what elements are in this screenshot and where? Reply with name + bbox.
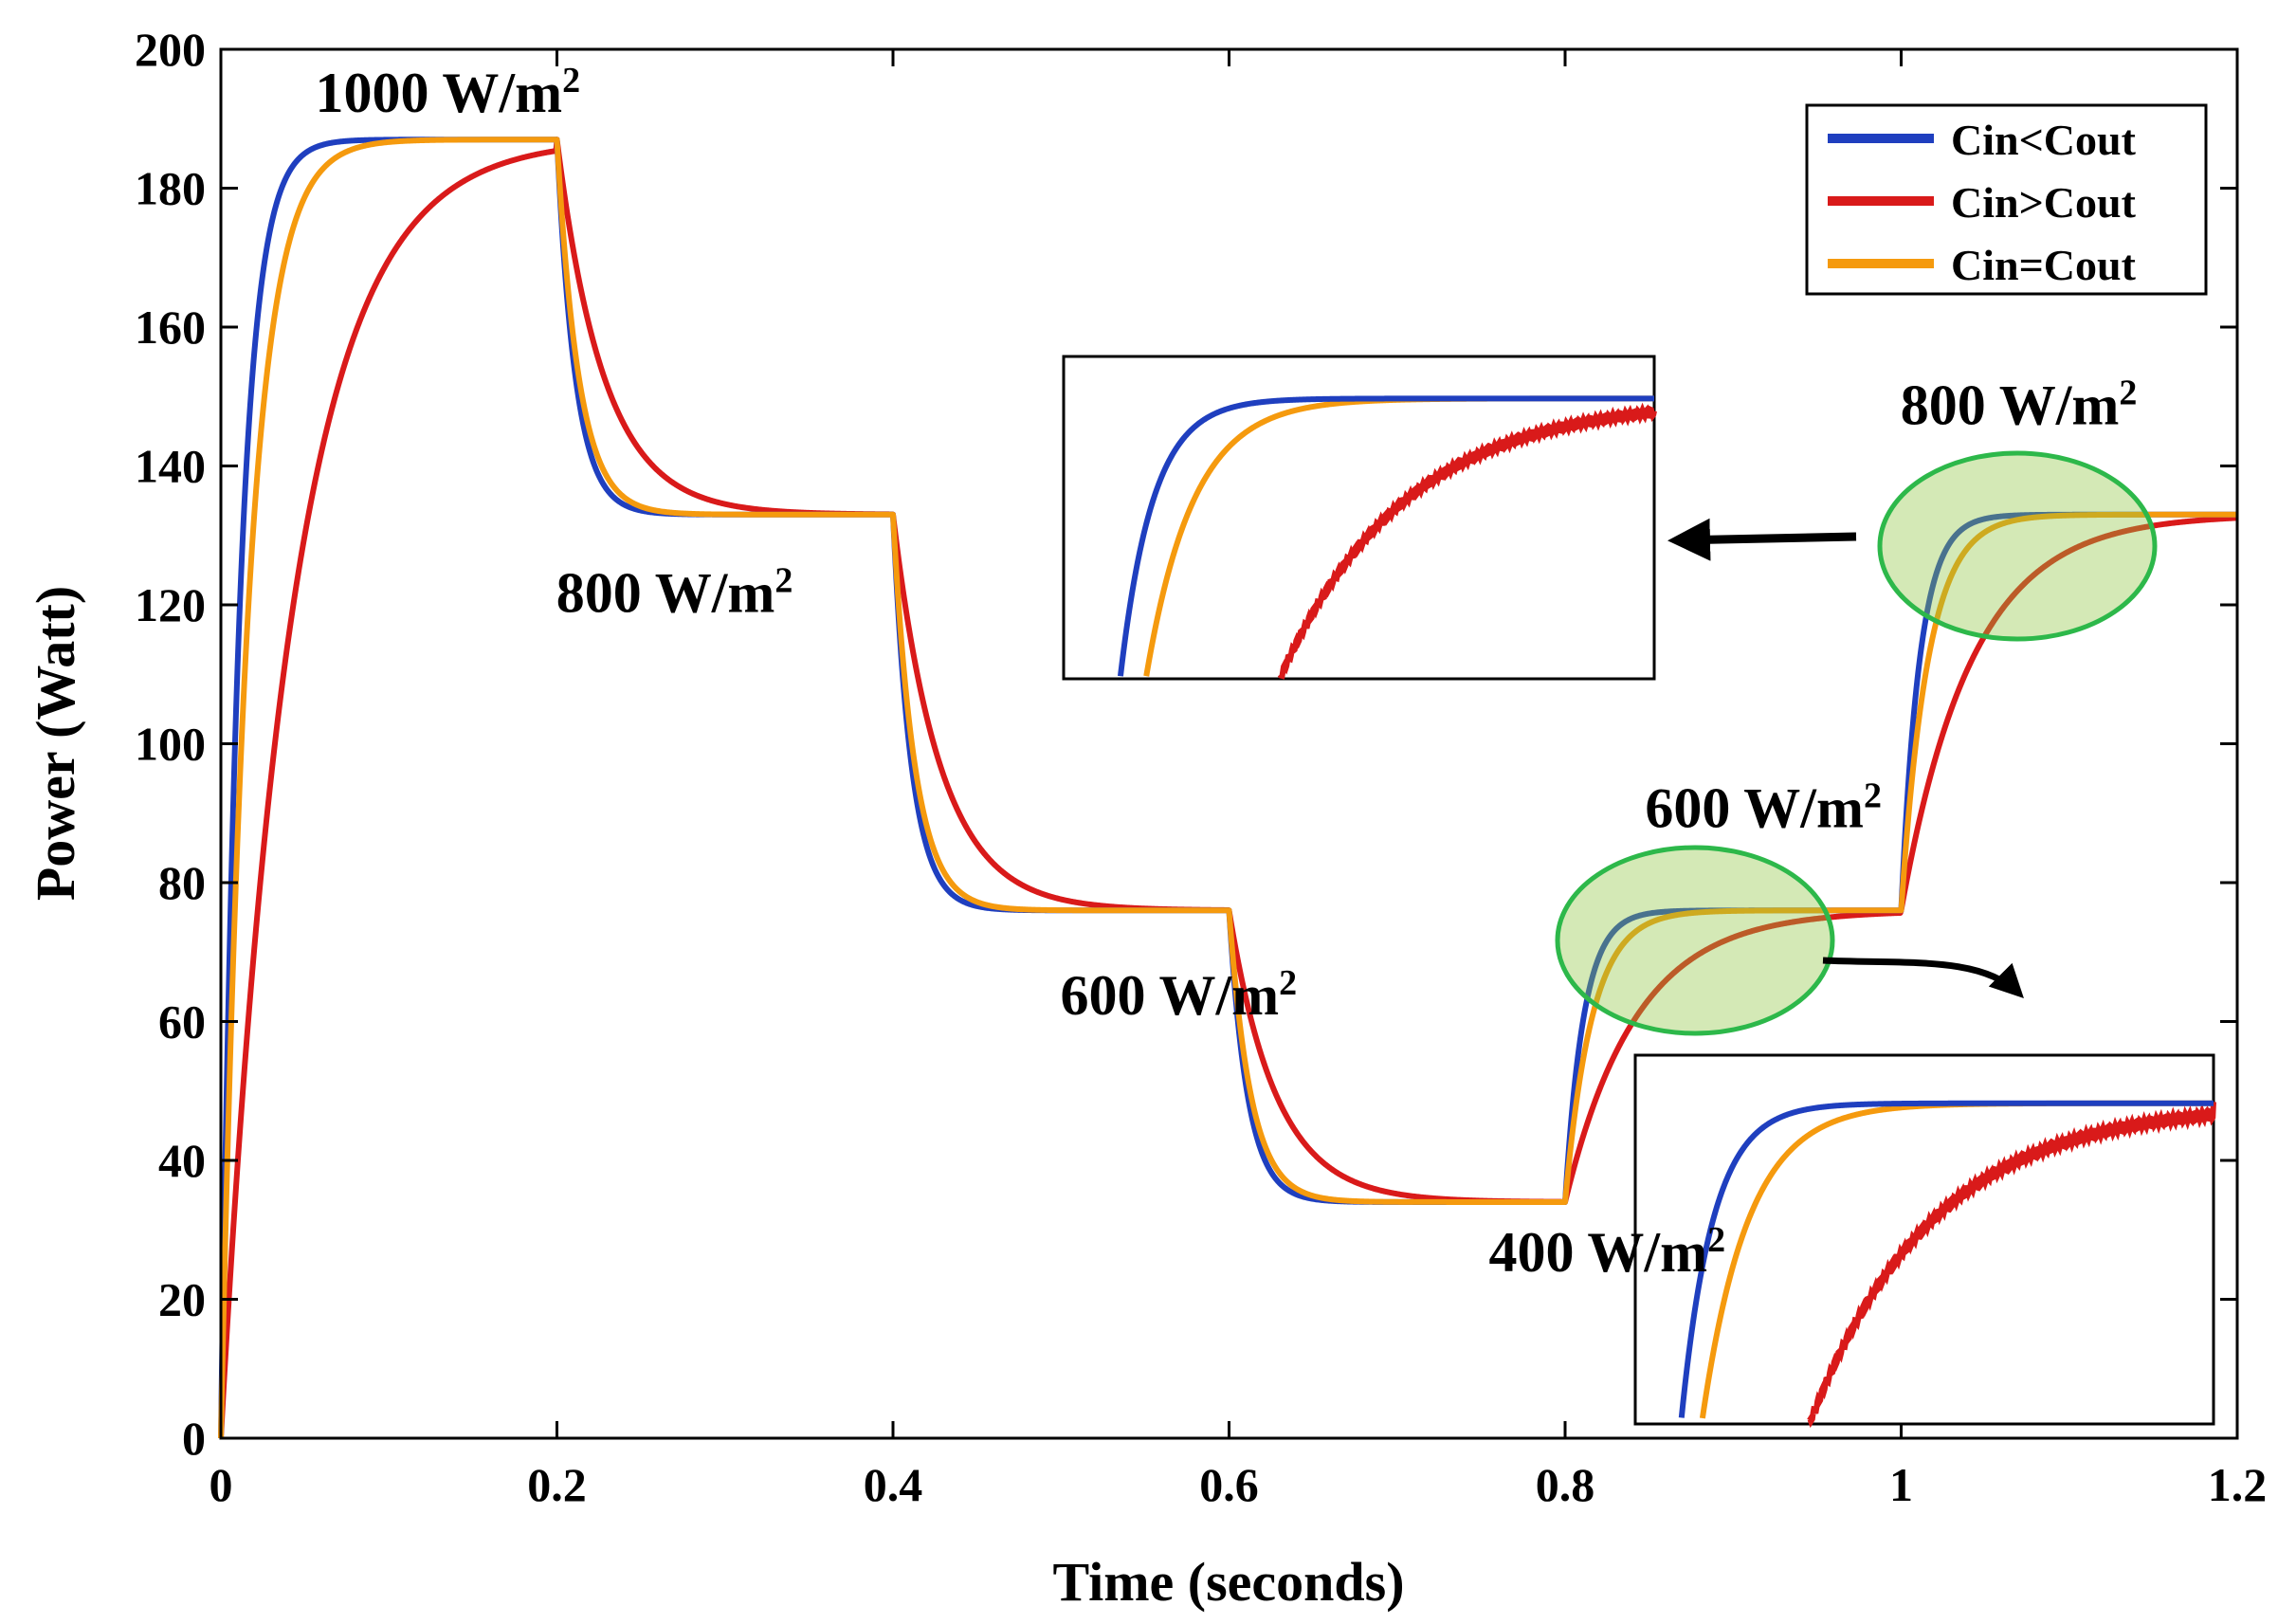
- ann-800-a-label: 800 W/m2: [556, 560, 793, 624]
- y-tick-label: 80: [158, 856, 206, 909]
- legend-label-cin-eq-cout: Cin=Cout: [1951, 241, 2137, 289]
- x-tick-label: 1: [1889, 1458, 1913, 1511]
- y-tick-label: 60: [158, 995, 206, 1049]
- inset-line-0: [1678, 1100, 2214, 1418]
- zoom-highlight-600: [1555, 845, 1835, 1036]
- y-tick-label: 200: [135, 23, 206, 76]
- arrow-to-inset-600: [1822, 957, 2024, 998]
- ann-600-b-label: 600 W/m2: [1645, 776, 1882, 839]
- inset-800-frame: [1062, 355, 1656, 681]
- x-tick-label: 1.2: [2208, 1458, 2268, 1511]
- arrow-to-inset-800: [1667, 518, 1857, 561]
- y-tick-label: 140: [135, 440, 206, 493]
- ann-800-b-label: 800 W/m2: [1901, 374, 2138, 437]
- series-line-2: [218, 137, 2240, 1439]
- ann-600-a-label: 600 W/m2: [1061, 963, 1298, 1027]
- x-tick-label: 0.4: [864, 1458, 923, 1511]
- irradiance-annotations: 1000 W/m2 800 W/m2 600 W/m2 400 W/m2 600 W/m…: [315, 61, 2137, 1284]
- ann-1000-label: 1000 W/m2: [315, 61, 580, 124]
- x-tick-label: 0.8: [1536, 1458, 1595, 1511]
- y-tick-label: 0: [182, 1412, 206, 1465]
- x-tick-label: 0: [210, 1458, 233, 1511]
- x-axis-label: Time (seconds): [1052, 1551, 1404, 1613]
- y-tick-label: 160: [135, 301, 206, 354]
- zoom-highlight-800: [1877, 450, 2158, 642]
- y-tick-label: 120: [135, 578, 206, 631]
- inset-600-frame: [1633, 1053, 2215, 1426]
- y-axis-label: Power (Watt): [25, 586, 86, 901]
- series-group: [218, 137, 2240, 1439]
- plot-frame: [219, 47, 2239, 1440]
- y-tick-label: 100: [135, 718, 206, 771]
- inset-line-1: [1277, 402, 1657, 680]
- y-tick-label: 40: [158, 1134, 206, 1187]
- y-tick-label: 20: [158, 1273, 206, 1326]
- inset-line-1: [1807, 1102, 2216, 1429]
- legend: Cin<Cout Cin>Cout Cin=Cout: [1805, 103, 2208, 296]
- ann-400-label: 400 W/m2: [1489, 1220, 1726, 1284]
- x-tick-label: 0.2: [527, 1458, 587, 1511]
- x-tick-label: 0.6: [1199, 1458, 1259, 1511]
- y-axis: 0 20 40 60 80 100 120 140 160 180 200: [135, 23, 2237, 1465]
- inset-line-0: [1117, 395, 1654, 677]
- inset-600-series: [1678, 1100, 2216, 1429]
- inset-800-series: [1117, 395, 1657, 680]
- legend-label-cin-lt-cout: Cin<Cout: [1951, 116, 2137, 164]
- y-tick-label: 180: [135, 162, 206, 215]
- legend-label-cin-gt-cout: Cin>Cout: [1951, 178, 2137, 227]
- x-axis: 0 0.2 0.4 0.6 0.8 1 1.2: [210, 49, 2268, 1511]
